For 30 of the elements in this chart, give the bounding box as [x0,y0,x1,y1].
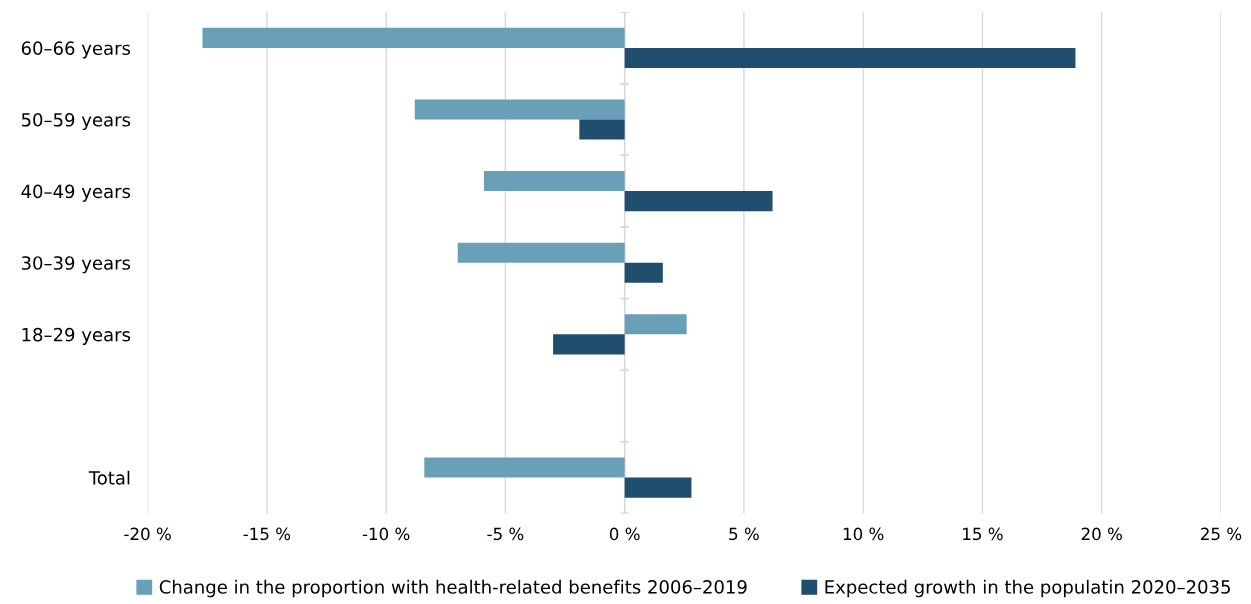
bar [424,457,625,478]
x-tick-label: -20 % [124,527,171,541]
bar [579,119,625,140]
y-tick-label: Total [88,470,130,485]
x-tick-label: 0 % [609,527,640,541]
bar [457,242,625,263]
x-tick-label: 10 % [843,527,884,541]
y-tick-label: 18–29 years [22,327,131,345]
bar [624,262,663,283]
bar [624,47,1076,68]
x-tick-label: 20 % [1081,527,1122,541]
bar [202,27,625,48]
x-tick-label: -5 % [487,527,524,541]
y-tick-label: 30–39 years [21,256,131,274]
x-tick-label: 15 % [963,527,1003,541]
legend-label: Change in the proportion with health-related benefits 2006–2019 [159,579,747,598]
legend-label: Expected growth in the populatin 2020–2035 [825,579,1230,598]
bar [624,191,773,212]
x-tick-label: -15 % [243,527,291,541]
y-tick-label: 40–49 years [21,184,131,202]
y-tick-label: 50–59 years [21,112,131,131]
x-tick-label: -10 % [362,527,410,541]
x-tick-label: 5 % [729,527,759,541]
x-tick-label: 25 % [1201,527,1242,541]
bar [624,477,692,498]
bar [414,99,625,120]
bar [553,334,625,355]
bar [483,171,625,192]
y-tick-label: 60–66 years [21,41,131,59]
bar [624,314,687,335]
